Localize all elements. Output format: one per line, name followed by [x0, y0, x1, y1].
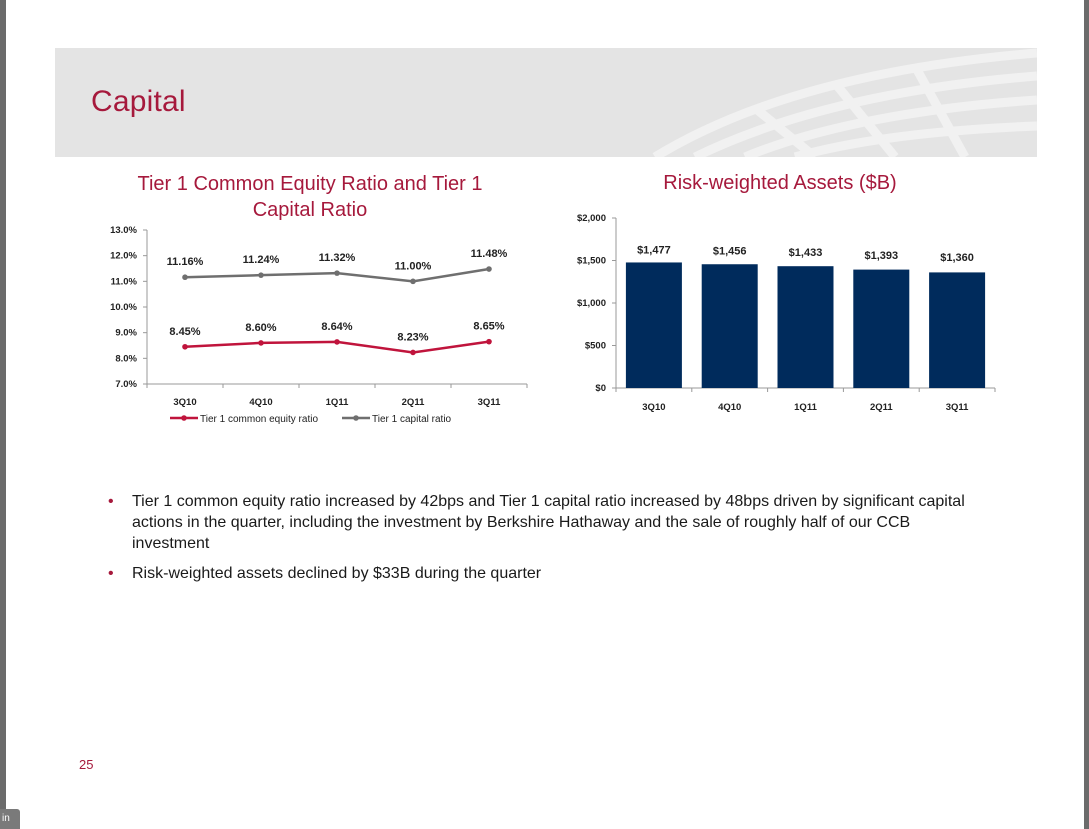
data-label: 11.32%	[319, 252, 356, 264]
data-point	[410, 278, 416, 285]
data-label: 11.16%	[167, 256, 204, 268]
y-tick-label: $2,000	[577, 213, 606, 224]
data-point	[334, 270, 340, 276]
corner-tab[interactable]: in	[0, 809, 20, 829]
bullet-list: • Tier 1 common equity ratio increased by…	[108, 491, 968, 593]
bullet-dot-icon: •	[108, 565, 114, 582]
legend-swatch-marker	[181, 415, 187, 421]
x-tick-label: 2Q11	[870, 402, 893, 413]
y-tick-label: $500	[585, 341, 606, 352]
left-chart-title: Tier 1 Common Equity Ratio and Tier 1 Ca…	[137, 173, 483, 221]
x-tick-label: 1Q11	[794, 402, 817, 413]
data-point	[486, 266, 492, 272]
bar-value-label: $1,433	[789, 247, 823, 259]
x-tick-label: 2Q11	[402, 397, 425, 408]
header-swoosh-decoration	[652, 48, 1037, 157]
header-band: Capital	[55, 48, 1037, 157]
y-tick-label: $1,000	[577, 298, 606, 309]
data-label: 8.60%	[245, 322, 276, 334]
y-tick-label: 12.0%	[110, 251, 137, 262]
right-chart-title: Risk-weighted Assets ($B)	[663, 172, 897, 194]
bar	[777, 266, 834, 388]
bullet-text: Risk-weighted assets declined by $33B du…	[132, 565, 542, 582]
bar	[929, 272, 986, 388]
legend-swatch-marker	[353, 415, 359, 421]
data-label: 8.65%	[473, 321, 504, 333]
data-point	[486, 338, 492, 345]
data-label: 11.24%	[243, 254, 280, 266]
data-label: 11.48%	[471, 248, 508, 260]
bar-value-label: $1,393	[864, 250, 898, 262]
y-tick-label: 9.0%	[115, 328, 137, 339]
data-label: 11.00%	[395, 260, 432, 272]
bar	[853, 269, 910, 388]
bar	[701, 264, 758, 388]
y-tick-label: 11.0%	[111, 276, 138, 287]
y-tick-label: $1,500	[577, 256, 606, 267]
data-label: 8.45%	[169, 326, 200, 338]
window-right-edge	[1084, 0, 1089, 829]
data-point	[258, 272, 264, 278]
page-title: Capital	[91, 85, 186, 118]
y-tick-label: 13.0%	[110, 225, 137, 236]
page-number: 25	[79, 757, 94, 772]
y-tick-label: 7.0%	[115, 379, 137, 390]
x-tick-label: 1Q11	[326, 397, 349, 408]
x-tick-label: 4Q10	[718, 402, 741, 413]
bar-value-label: $1,360	[940, 252, 974, 264]
bar-value-label: $1,477	[637, 244, 671, 256]
x-tick-label: 3Q10	[642, 402, 665, 413]
data-label: 8.23%	[397, 331, 428, 343]
x-tick-label: 3Q11	[946, 402, 969, 413]
bullet-item: • Risk-weighted assets declined by $33B d…	[108, 563, 968, 584]
bullet-item: • Tier 1 common equity ratio increased by…	[108, 491, 968, 554]
bullet-dot-icon: •	[108, 493, 114, 510]
y-tick-label: $0	[595, 383, 606, 394]
bar	[625, 262, 682, 388]
y-tick-label: 8.0%	[115, 353, 137, 364]
bar-value-label: $1,456	[713, 246, 747, 258]
legend-label: Tier 1 common equity ratio	[200, 414, 318, 425]
data-label: 8.64%	[321, 321, 352, 333]
data-point	[334, 339, 340, 345]
data-point	[182, 274, 188, 281]
x-tick-label: 3Q10	[173, 397, 196, 408]
bullet-text: Tier 1 common equity ratio increased by …	[132, 493, 965, 552]
data-point	[182, 343, 188, 350]
window-left-edge	[0, 0, 6, 829]
x-tick-label: 4Q10	[249, 397, 272, 408]
x-tick-label: 3Q11	[478, 397, 501, 408]
legend-label: Tier 1 capital ratio	[372, 414, 452, 425]
data-point	[258, 340, 264, 346]
y-tick-label: 10.0%	[110, 302, 137, 313]
data-point	[410, 349, 416, 356]
